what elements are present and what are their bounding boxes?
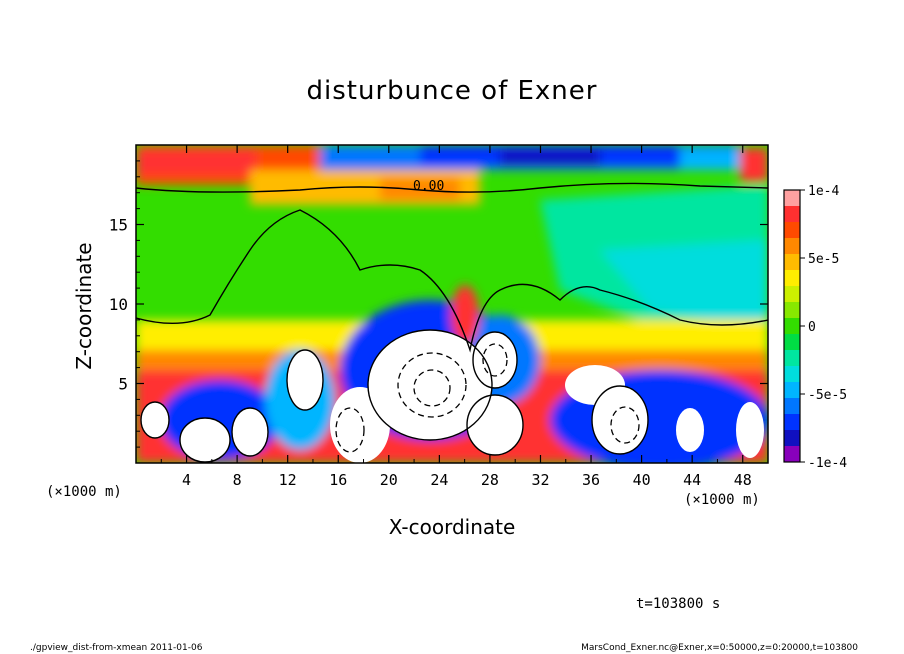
- y-ticks: 5 10 15: [109, 160, 768, 448]
- colorbar-label: 5e-5: [808, 252, 839, 267]
- saturated-regions: [141, 330, 764, 463]
- x-tick-label: 32: [531, 471, 549, 489]
- y-tick-label: 5: [118, 375, 128, 394]
- colorbar-swatch: [784, 414, 800, 431]
- colorbar-swatch: [784, 350, 800, 367]
- x-tick-label: 24: [430, 471, 448, 489]
- colorbar-swatch: [784, 206, 800, 223]
- colorbar-label: -1e-4: [808, 456, 847, 471]
- colorbar-swatch: [784, 254, 800, 271]
- footer-right: MarsCond_Exner.nc@Exner,x=0:50000,z=0:20…: [581, 643, 858, 653]
- footer-left: ./gpview_dist-from-xmean 2011-01-06: [30, 643, 203, 653]
- y-tick-label: 15: [109, 216, 128, 235]
- x-tick-label: 48: [734, 471, 752, 489]
- colorbar-swatch: [784, 446, 800, 463]
- colorbar-swatch: [784, 318, 800, 335]
- x-unit-right: (×1000 m): [684, 492, 760, 508]
- x-ticks: 4 8 12 16 20 24 28 32 36 40 44 48: [160, 145, 752, 489]
- x-tick-label: 40: [633, 471, 651, 489]
- colorbar-swatch: [784, 286, 800, 303]
- x-axis-label: X-coordinate: [388, 515, 516, 539]
- field-layer: [136, 145, 768, 463]
- x-tick-label: 4: [182, 471, 191, 489]
- colorbar-swatch: [784, 334, 800, 351]
- colorbar-swatch: [784, 430, 800, 447]
- x-tick-label: 8: [233, 471, 242, 489]
- colorbar-swatch: [784, 270, 800, 287]
- time-stamp: t=103800 s: [636, 596, 721, 612]
- colorbar-swatch: [784, 382, 800, 399]
- x-tick-label: 12: [279, 471, 297, 489]
- colorbar-swatch: [784, 190, 800, 207]
- x-unit-left: (×1000 m): [46, 484, 122, 500]
- colorbar-label: 0: [808, 320, 816, 335]
- negative-contours: [335, 343, 640, 453]
- chart-title: disturbunce of Exner: [306, 76, 598, 106]
- x-tick-label: 44: [683, 471, 701, 489]
- x-tick-label: 20: [380, 471, 398, 489]
- colorbar-label: -5e-5: [808, 388, 847, 403]
- x-tick-label: 36: [582, 471, 600, 489]
- colorbar-label: 1e-4: [808, 184, 839, 199]
- contour-label: 0.00: [413, 179, 444, 194]
- colorbar-swatch: [784, 222, 800, 239]
- colorbar-swatch: [784, 238, 800, 255]
- colorbar-swatch: [784, 398, 800, 415]
- contour-lines: [136, 182, 768, 463]
- colorbar-swatch: [784, 366, 800, 383]
- x-tick-label: 28: [481, 471, 499, 489]
- y-tick-label: 10: [109, 295, 128, 314]
- colorbar-swatch: [784, 302, 800, 319]
- x-tick-label: 16: [329, 471, 347, 489]
- colorbar: 1e-4 5e-5 0 -5e-5 -1e-4: [783, 184, 847, 471]
